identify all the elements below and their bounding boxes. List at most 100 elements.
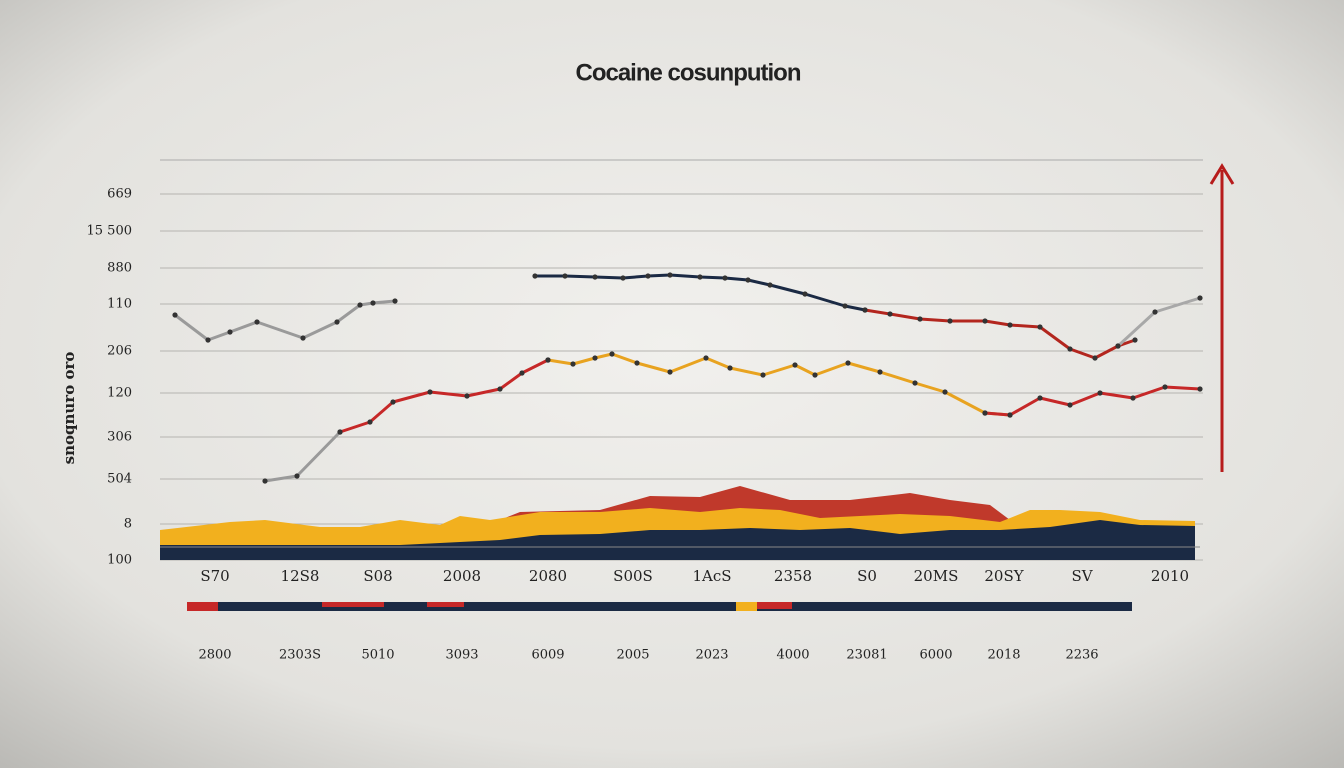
y-tick-label: 306 <box>107 430 132 445</box>
arrow <box>1209 163 1235 472</box>
timeline-strip <box>187 602 1132 611</box>
arrow-head <box>1209 163 1235 185</box>
secondary-label: 2800 <box>198 648 231 663</box>
point <box>1115 343 1121 349</box>
strip-segment <box>757 602 792 609</box>
x-tick-label: 1AcS <box>692 567 731 585</box>
point <box>1097 390 1103 396</box>
strip-segment <box>736 602 757 611</box>
y-tick-label: 880 <box>107 261 132 276</box>
x-tick-label: SV <box>1071 567 1093 585</box>
x-tick-label: 12S8 <box>281 567 320 585</box>
point <box>745 277 751 283</box>
point <box>697 274 703 280</box>
point <box>1007 322 1013 328</box>
line <box>339 358 549 434</box>
strip-segment <box>427 602 464 607</box>
point <box>917 316 923 322</box>
point <box>645 273 651 279</box>
point <box>592 274 598 280</box>
point <box>982 410 988 416</box>
point <box>722 275 728 281</box>
point <box>172 312 178 318</box>
point <box>982 318 988 324</box>
y-tick-label: 504 <box>107 472 132 487</box>
point <box>727 365 733 371</box>
y-tick-label: 120 <box>107 386 132 401</box>
point <box>519 370 525 376</box>
point <box>562 273 568 279</box>
point <box>357 302 363 308</box>
x-tick-label: S00S <box>613 567 653 585</box>
strip-segment <box>322 602 384 607</box>
point <box>392 298 398 304</box>
point <box>802 291 808 297</box>
point <box>1037 395 1043 401</box>
secondary-label: 2303S <box>279 648 321 663</box>
y-tick-label: 8 <box>124 517 132 532</box>
x-tick-label: 2008 <box>443 567 481 585</box>
point <box>609 351 615 357</box>
point <box>497 386 503 392</box>
point <box>205 337 211 343</box>
point <box>254 319 260 325</box>
point <box>367 419 373 425</box>
point <box>427 389 433 395</box>
secondary-label: 2018 <box>987 648 1020 663</box>
point <box>620 275 626 281</box>
y-tick-label: 110 <box>107 297 132 312</box>
point <box>592 355 598 361</box>
point <box>842 303 848 309</box>
secondary-label: 6009 <box>531 648 564 663</box>
area <box>160 520 1195 560</box>
point <box>570 361 576 367</box>
point <box>767 282 773 288</box>
point <box>912 380 918 386</box>
point <box>1197 386 1203 392</box>
x-tick-label: S0 <box>857 567 877 585</box>
secondary-label: 23081 <box>846 648 887 663</box>
point <box>634 360 640 366</box>
secondary-label: 3093 <box>445 648 478 663</box>
point <box>845 360 851 366</box>
point <box>1067 346 1073 352</box>
point <box>1007 412 1013 418</box>
point <box>947 318 953 324</box>
point <box>862 307 868 313</box>
strip-segment <box>187 602 218 611</box>
point <box>337 429 343 435</box>
point <box>464 393 470 399</box>
x-tick-label: 2010 <box>1151 567 1189 585</box>
y-axis-title: snoqnuro oro <box>60 352 78 465</box>
point <box>1162 384 1168 390</box>
x-tick-label: 20SY <box>984 567 1024 585</box>
secondary-label: 4000 <box>776 648 809 663</box>
chart-title: Cocaine cosunpution <box>575 59 800 86</box>
point <box>390 399 396 405</box>
y-tick-label: 206 <box>107 344 132 359</box>
point <box>1130 395 1136 401</box>
x-tick-label: S08 <box>363 567 392 585</box>
point <box>1067 402 1073 408</box>
point <box>877 369 883 375</box>
point <box>370 300 376 306</box>
strip <box>187 602 1132 611</box>
secondary-label: 2023 <box>695 648 728 663</box>
point <box>760 372 766 378</box>
line <box>984 385 1201 417</box>
point <box>1037 324 1043 330</box>
point <box>792 362 798 368</box>
x-tick-label: 2358 <box>774 567 812 585</box>
x-tick-label: 20MS <box>914 567 959 585</box>
point <box>532 273 538 279</box>
point <box>294 473 300 479</box>
point <box>300 335 306 341</box>
y-tick-label: 669 <box>107 187 132 202</box>
y-tick-label: 15 500 <box>87 224 133 239</box>
x-tick-label: S70 <box>200 567 229 585</box>
secondary-label: 2005 <box>616 648 649 663</box>
point <box>703 355 709 361</box>
